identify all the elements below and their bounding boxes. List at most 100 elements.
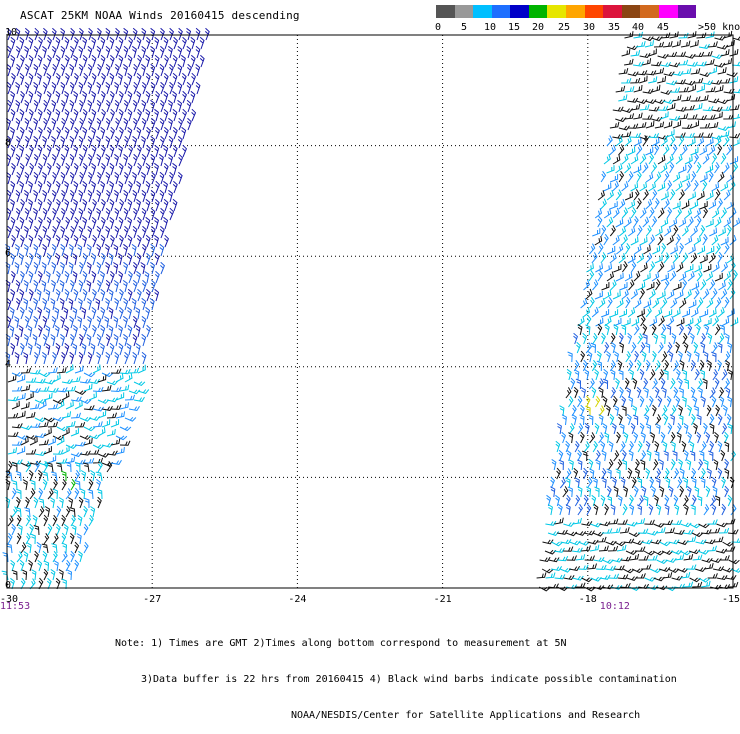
wind-barb xyxy=(640,396,644,407)
wind-barb xyxy=(652,85,660,92)
wind-barb xyxy=(133,136,137,148)
wind-barb xyxy=(64,325,68,337)
wind-barb xyxy=(70,280,74,292)
wind-barb xyxy=(101,325,105,337)
wind-barb xyxy=(632,406,636,417)
wind-barb xyxy=(697,246,704,254)
wind-barb xyxy=(106,136,110,148)
wind-barb xyxy=(88,172,92,184)
wind-barb xyxy=(620,282,628,290)
wind-barb xyxy=(581,388,585,399)
wind-barb xyxy=(601,171,605,182)
wind-barb xyxy=(30,524,34,535)
wind-barb xyxy=(65,271,69,283)
wind-barb xyxy=(54,561,58,571)
wind-barb xyxy=(120,385,129,391)
wind-barb xyxy=(119,235,123,247)
wind-barb xyxy=(97,226,101,238)
wind-barb xyxy=(680,360,684,371)
wind-barb xyxy=(116,118,120,130)
wind-barb xyxy=(84,506,88,517)
wind-barb xyxy=(79,208,83,220)
wind-barb xyxy=(595,487,600,497)
wind-barb xyxy=(155,145,159,157)
wind-barb xyxy=(101,181,105,193)
wind-barb xyxy=(641,450,646,461)
wind-barb xyxy=(703,154,709,164)
wind-barb xyxy=(119,343,123,355)
wind-barb xyxy=(84,542,88,553)
wind-barb xyxy=(586,487,590,497)
wind-barb xyxy=(88,28,92,40)
wind-barb xyxy=(78,551,82,562)
wind-barb xyxy=(44,569,48,580)
wind-barb xyxy=(708,99,719,103)
wind-barb xyxy=(664,226,670,236)
wind-barb xyxy=(692,468,696,479)
wind-barb xyxy=(128,271,132,283)
wind-barb xyxy=(718,144,722,155)
wind-barb xyxy=(114,154,118,166)
wind-barb xyxy=(88,352,92,364)
wind-barb xyxy=(74,37,78,49)
wind-barb xyxy=(559,450,563,461)
wind-barb xyxy=(731,318,738,327)
wind-barb xyxy=(57,217,61,229)
wind-barb xyxy=(61,28,65,40)
wind-barb xyxy=(641,564,651,569)
wind-barb xyxy=(624,539,634,543)
wind-barb xyxy=(697,271,702,282)
wind-barb xyxy=(676,208,681,219)
wind-barb xyxy=(679,218,686,227)
wind-barb xyxy=(43,479,47,490)
wind-barb xyxy=(187,64,191,76)
wind-barb xyxy=(640,182,647,191)
wind-barb xyxy=(610,225,615,236)
wind-barb xyxy=(598,190,604,200)
wind-barb xyxy=(128,91,132,103)
wind-barb xyxy=(616,378,620,389)
wind-barb xyxy=(585,423,589,434)
wind-barb xyxy=(577,342,581,353)
wind-barb xyxy=(591,343,596,353)
wind-barb xyxy=(38,163,42,175)
wind-barb xyxy=(604,263,611,272)
wind-barb xyxy=(11,55,15,67)
wind-barb xyxy=(88,226,92,238)
wind-barb xyxy=(596,460,600,470)
wind-barb xyxy=(646,360,650,371)
wind-barb xyxy=(677,423,681,434)
wind-barb xyxy=(26,378,36,383)
wind-barb xyxy=(610,174,618,182)
wind-barb xyxy=(613,107,623,111)
wind-barb xyxy=(60,298,64,310)
wind-barb xyxy=(110,91,114,103)
wind-barb xyxy=(52,46,56,58)
wind-barb xyxy=(669,116,680,120)
wind-barb xyxy=(655,227,662,236)
wind-barb xyxy=(19,253,23,265)
wind-barb xyxy=(643,89,653,93)
wind-barb xyxy=(713,369,718,380)
wind-barb xyxy=(625,86,634,92)
wind-barb xyxy=(622,208,627,219)
wind-barb xyxy=(658,262,663,272)
wind-barb xyxy=(200,55,204,67)
footnote-line-2: 3)Data buffer is 22 hrs from 20160415 4)… xyxy=(115,674,677,686)
wind-barb xyxy=(20,37,24,49)
wind-barb xyxy=(619,199,625,209)
wind-barb xyxy=(607,190,613,200)
wind-barb xyxy=(124,190,128,202)
wind-barb xyxy=(137,127,141,139)
wind-barb xyxy=(11,253,15,265)
wind-barb xyxy=(25,28,29,40)
wind-barb xyxy=(567,556,577,561)
wind-barb xyxy=(582,451,587,461)
wind-barb xyxy=(678,541,689,545)
wind-barb xyxy=(625,136,631,146)
wind-barb xyxy=(10,199,14,211)
wind-barb xyxy=(57,367,66,373)
wind-barb xyxy=(48,404,58,409)
wind-barb xyxy=(38,307,42,319)
wind-barb xyxy=(38,235,42,247)
